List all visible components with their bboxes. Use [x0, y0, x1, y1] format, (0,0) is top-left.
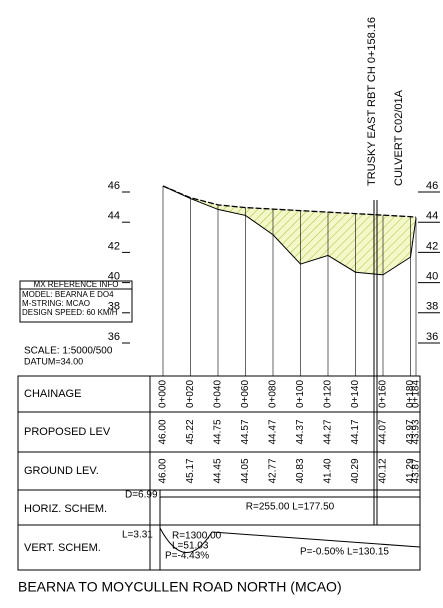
datum: DATUM=34.00 — [24, 356, 83, 366]
vert-start: L=3.31 — [122, 530, 153, 541]
proposed-level: 44.17 — [350, 419, 361, 444]
chainage: 0+160 — [378, 380, 389, 409]
proposed-level: 44.37 — [295, 419, 306, 444]
proposed-level: 46.00 — [158, 419, 169, 444]
horiz-start: D=6.99 — [125, 490, 158, 501]
chainage: 0+000 — [158, 380, 169, 409]
proposed-level: 44.57 — [240, 419, 251, 444]
scale: SCALE: 1:5000/500 — [24, 346, 113, 357]
chainage: 0+120 — [323, 380, 334, 409]
ground-level: 41.29 — [405, 458, 416, 483]
ground-level: 46.00 — [158, 458, 169, 483]
reference-line: M-STRING: MCAO — [22, 299, 90, 308]
axis-label: 46 — [108, 180, 120, 192]
axis-label: 42 — [108, 240, 120, 252]
proposed-level: 44.27 — [323, 419, 334, 444]
row-label: PROPOSED LEV — [24, 426, 111, 438]
ground-level: 40.29 — [350, 458, 361, 483]
chainage: 0+184 — [411, 380, 422, 409]
profile — [162, 185, 417, 376]
chainage: 0+040 — [213, 380, 224, 409]
cut-hatch — [163, 186, 416, 275]
axis-label: 38 — [108, 301, 120, 313]
reference-title: MX REFERENCE INFO — [34, 280, 119, 289]
axis-label: 42 — [426, 240, 438, 252]
chainage: 0+020 — [185, 380, 196, 409]
ground-level: 44.45 — [213, 458, 224, 483]
chainage: 0+060 — [240, 380, 251, 409]
row-label: HORIZ. SCHEM. — [24, 503, 107, 515]
chainage: 0+180 — [405, 380, 416, 409]
ground-level: 40.12 — [378, 458, 389, 483]
proposed-level: 43.93 — [411, 419, 422, 444]
ground-level: 45.17 — [185, 458, 196, 483]
axis-label: 44 — [108, 210, 120, 222]
table-frame — [17, 375, 421, 571]
axis-label: 36 — [426, 331, 438, 343]
vert-grade: P=-0.50% L=130.15 — [300, 547, 389, 558]
proposed-level: 44.47 — [268, 419, 279, 444]
horiz-curve: R=255.00 L=177.50 — [246, 502, 335, 513]
axis-label: 36 — [108, 331, 120, 343]
axis-label: 40 — [426, 271, 438, 283]
axis-label: 44 — [426, 210, 438, 222]
vert-grade: P=-4.43% — [165, 551, 209, 562]
ground-level: 44.05 — [240, 458, 251, 483]
chainage: 0+140 — [350, 380, 361, 409]
chainage: 0+080 — [268, 380, 279, 409]
vert-radius: R=1300.00 — [172, 531, 222, 542]
ground-level: 41.40 — [323, 458, 334, 483]
reference-line: MODEL: BEARNA E DO4 — [22, 290, 114, 299]
proposed-level: 44.75 — [213, 419, 224, 444]
ground-level: 42.77 — [268, 458, 279, 483]
drawing-title: BEARNA TO MOYCULLEN ROAD NORTH (MCAO) — [18, 579, 342, 595]
axis-label: 46 — [426, 180, 438, 192]
axis-label: 40 — [108, 271, 120, 283]
row-label: GROUND LEV. — [24, 465, 99, 477]
reference-box — [19, 280, 133, 323]
proposed-level: 43.97 — [405, 419, 416, 444]
axis-label: 38 — [426, 301, 438, 313]
station-label: TRUSKY EAST RBT CH 0+158.16 — [366, 17, 378, 186]
ground-level: 43.87 — [411, 458, 422, 483]
row-label: CHAINAGE — [24, 388, 81, 400]
ground-level: 40.83 — [295, 458, 306, 483]
vert-length: L=51.03 — [172, 541, 209, 552]
chainage: 0+100 — [295, 380, 306, 409]
proposed-level: 44.07 — [378, 419, 389, 444]
culvert-label: CULVERT C02/01A — [393, 89, 405, 186]
reference-line: DESIGN SPEED: 60 KM/H — [22, 308, 118, 317]
row-label: VERT. SCHEM. — [24, 542, 101, 554]
proposed-level: 45.22 — [185, 419, 196, 444]
